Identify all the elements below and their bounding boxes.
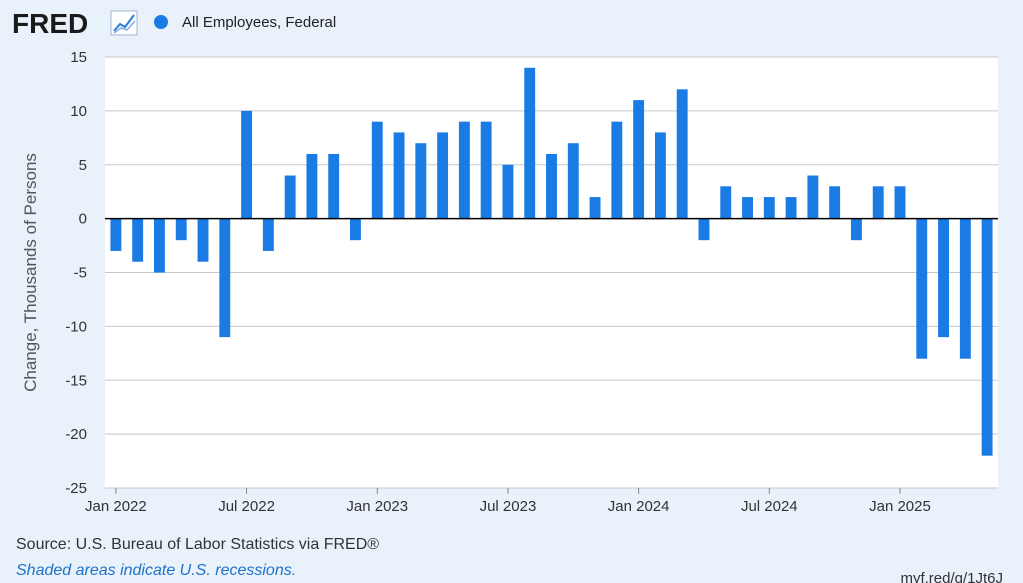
bar[interactable] bbox=[110, 218, 122, 251]
short-url[interactable]: myf.red/g/1Jt6J bbox=[900, 570, 1003, 583]
y-axis-ticks: 15 10 5 0 -5 -10 -15 -20 -25 bbox=[65, 49, 87, 497]
fred-logo[interactable]: FRED bbox=[12, 8, 88, 39]
bar[interactable] bbox=[262, 218, 274, 251]
bar[interactable] bbox=[894, 186, 906, 219]
bar[interactable] bbox=[132, 218, 144, 262]
x-tick-label: Jul 2024 bbox=[741, 498, 798, 515]
x-tick-label: Jan 2024 bbox=[608, 498, 670, 515]
bar[interactable] bbox=[350, 218, 361, 241]
bar[interactable] bbox=[546, 153, 557, 219]
bar[interactable] bbox=[698, 218, 710, 241]
x-tick-label: Jul 2022 bbox=[218, 498, 275, 515]
bar[interactable] bbox=[959, 218, 971, 359]
x-tick-label: Jan 2022 bbox=[85, 498, 147, 515]
bar[interactable] bbox=[219, 218, 231, 338]
x-tick-label: Jan 2023 bbox=[346, 498, 408, 515]
bar[interactable] bbox=[524, 67, 536, 219]
bar[interactable] bbox=[154, 218, 165, 273]
bar[interactable] bbox=[763, 197, 775, 219]
bar[interactable] bbox=[371, 121, 383, 219]
y-tick-label: -25 bbox=[65, 480, 87, 497]
bar[interactable] bbox=[633, 100, 645, 219]
y-tick-label: 10 bbox=[70, 103, 87, 120]
x-tick-label: Jan 2025 bbox=[869, 498, 931, 515]
bar[interactable] bbox=[458, 121, 470, 219]
bar[interactable] bbox=[306, 153, 318, 219]
bar[interactable] bbox=[654, 132, 666, 219]
bar[interactable] bbox=[589, 197, 601, 219]
bar[interactable] bbox=[241, 110, 253, 219]
bar[interactable] bbox=[502, 164, 514, 219]
bar[interactable] bbox=[197, 218, 209, 262]
bar[interactable] bbox=[872, 186, 884, 219]
bar[interactable] bbox=[284, 175, 296, 219]
bar[interactable] bbox=[175, 218, 187, 241]
bar[interactable] bbox=[676, 89, 688, 219]
bar[interactable] bbox=[611, 121, 623, 219]
y-tick-label: -15 bbox=[65, 372, 87, 389]
bars bbox=[110, 67, 993, 456]
bar[interactable] bbox=[742, 197, 753, 219]
bar[interactable] bbox=[415, 143, 427, 219]
y-tick-label: -10 bbox=[65, 318, 87, 335]
bar[interactable] bbox=[785, 197, 797, 219]
bar[interactable] bbox=[328, 153, 340, 219]
legend-swatch bbox=[154, 15, 168, 29]
bar[interactable] bbox=[807, 175, 819, 219]
y-tick-label: -5 bbox=[74, 265, 87, 282]
bar[interactable] bbox=[567, 143, 579, 219]
line-chart-icon bbox=[110, 10, 138, 36]
legend-label: All Employees, Federal bbox=[182, 14, 336, 31]
bar[interactable] bbox=[437, 132, 449, 219]
bar[interactable] bbox=[916, 218, 928, 359]
x-axis-ticks: Jan 2022 Jul 2022 Jan 2023 Jul 2023 Jan 2024… bbox=[85, 488, 931, 515]
bar[interactable] bbox=[829, 186, 841, 219]
bar[interactable] bbox=[720, 186, 732, 219]
source-note: Source: U.S. Bureau of Labor Statistics … bbox=[16, 536, 379, 553]
bar[interactable] bbox=[850, 218, 862, 241]
bar[interactable] bbox=[981, 218, 993, 456]
y-tick-label: 5 bbox=[79, 157, 87, 174]
bar[interactable] bbox=[938, 218, 949, 338]
y-axis-title: Change, Thousands of Persons bbox=[21, 153, 40, 392]
x-tick-label: Jul 2023 bbox=[480, 498, 537, 515]
y-tick-label: 15 bbox=[70, 49, 87, 66]
y-tick-label: -20 bbox=[65, 426, 87, 443]
bar[interactable] bbox=[480, 121, 492, 219]
recessions-note: Shaded areas indicate U.S. recessions. bbox=[16, 562, 296, 579]
y-tick-label: 0 bbox=[79, 211, 87, 228]
bar[interactable] bbox=[393, 132, 405, 219]
